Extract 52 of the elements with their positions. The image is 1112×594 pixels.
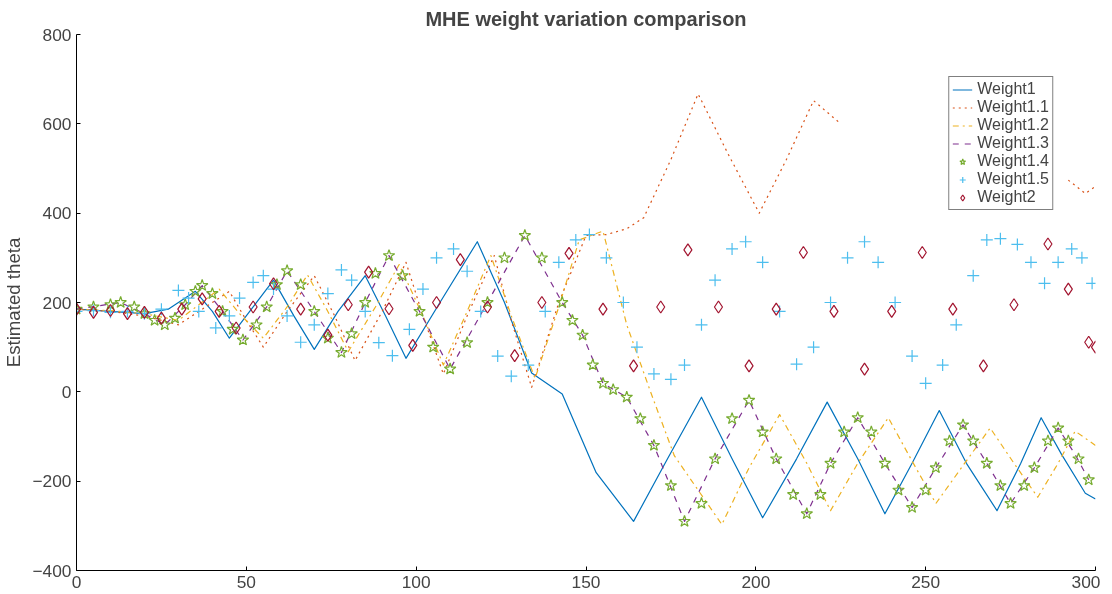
chart-title: MHE weight variation comparison [425, 7, 747, 30]
point [431, 295, 442, 310]
point [296, 302, 306, 316]
y-tick-label: 0 [61, 381, 72, 402]
point [343, 298, 353, 312]
legend-label: Weight1.4 [977, 152, 1049, 170]
point [656, 300, 666, 314]
legend-label: Weight1.1 [977, 98, 1049, 116]
point [197, 292, 207, 306]
point [1043, 237, 1053, 251]
x-tick-label: 150 [571, 571, 601, 592]
point [859, 362, 870, 376]
legend-label: Weight2 [977, 188, 1036, 206]
point [231, 321, 241, 335]
point [364, 265, 374, 279]
y-tick-label: −400 [32, 560, 72, 581]
x-tick-label: 100 [401, 571, 431, 592]
legend-label: Weight1 [977, 80, 1036, 98]
point [482, 300, 493, 314]
point [156, 311, 167, 325]
x-tick-label: 250 [911, 571, 941, 592]
point [628, 359, 639, 373]
point [455, 253, 465, 267]
x-tick-label: 300 [1071, 571, 1101, 592]
point [948, 302, 958, 316]
point [384, 302, 394, 316]
point [248, 300, 258, 314]
point [683, 243, 693, 257]
legend-label: Weight1.2 [977, 116, 1049, 134]
legend-label: Weight1.5 [977, 170, 1049, 188]
point [598, 302, 608, 316]
point [564, 246, 574, 260]
point [1009, 298, 1019, 312]
point [771, 302, 781, 316]
x-tick-label: 200 [741, 571, 771, 592]
point [408, 338, 418, 352]
legend-label: Weight1.3 [977, 134, 1049, 152]
point [713, 300, 724, 314]
point [510, 349, 520, 363]
point [177, 302, 187, 316]
point [1063, 282, 1073, 296]
point [978, 359, 989, 373]
y-tick-label: 600 [42, 113, 72, 134]
point [744, 359, 754, 373]
y-axis-title: Estimated theta [3, 237, 25, 368]
y-tick-label: 200 [42, 292, 72, 313]
x-tick-label: 50 [236, 571, 256, 592]
y-tick-label: 800 [42, 24, 72, 45]
y-tick-label: −200 [32, 471, 72, 492]
y-tick-label: 400 [42, 203, 72, 224]
point [1084, 335, 1094, 349]
point [268, 277, 279, 291]
